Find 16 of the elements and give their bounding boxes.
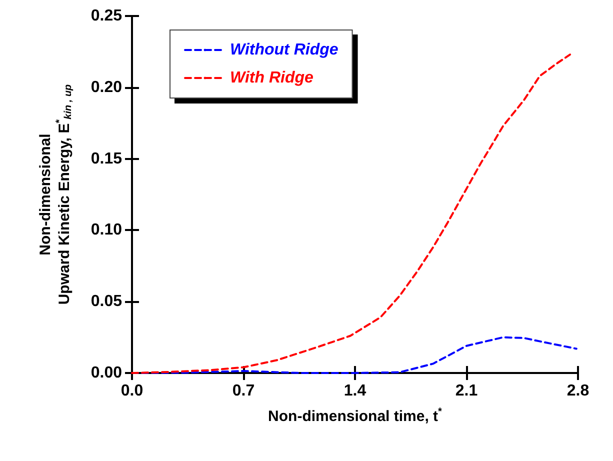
- y-tick-label: 0.25: [90, 8, 122, 24]
- x-axis-title: Non-dimensional time, t*: [268, 406, 442, 425]
- y-tick-label: 0.10: [90, 222, 122, 239]
- y-tick-label: 0.00: [90, 364, 122, 382]
- y-axis-title: Non-dimensional Upward Kinetic Energy, E*kin , up: [37, 84, 74, 305]
- y-tick-label: 0.15: [90, 150, 122, 168]
- legend-label: With Ridge: [230, 70, 314, 86]
- x-tick-label: 2.8: [566, 382, 590, 400]
- legend-label: Without Ridge: [230, 42, 338, 58]
- y-tick-label: 0.20: [90, 78, 122, 96]
- y-tick-label: 0.05: [90, 293, 122, 310]
- line-series: [131, 336, 578, 374]
- x-tick-label: 0.7: [232, 382, 255, 400]
- x-tick-label: 2.1: [455, 382, 478, 400]
- x-tick-label: 0.0: [120, 382, 144, 400]
- x-tick-label: 1.4: [344, 382, 366, 400]
